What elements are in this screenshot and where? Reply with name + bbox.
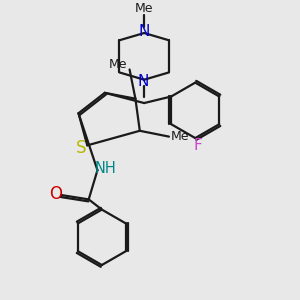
Text: O: O bbox=[49, 184, 62, 202]
Text: Me: Me bbox=[171, 130, 189, 143]
Text: N: N bbox=[139, 24, 150, 39]
Text: N: N bbox=[137, 74, 148, 89]
Text: NH: NH bbox=[95, 161, 116, 176]
Text: S: S bbox=[76, 139, 87, 157]
Text: F: F bbox=[193, 138, 202, 153]
Text: Me: Me bbox=[109, 58, 128, 71]
Text: Me: Me bbox=[135, 2, 153, 15]
